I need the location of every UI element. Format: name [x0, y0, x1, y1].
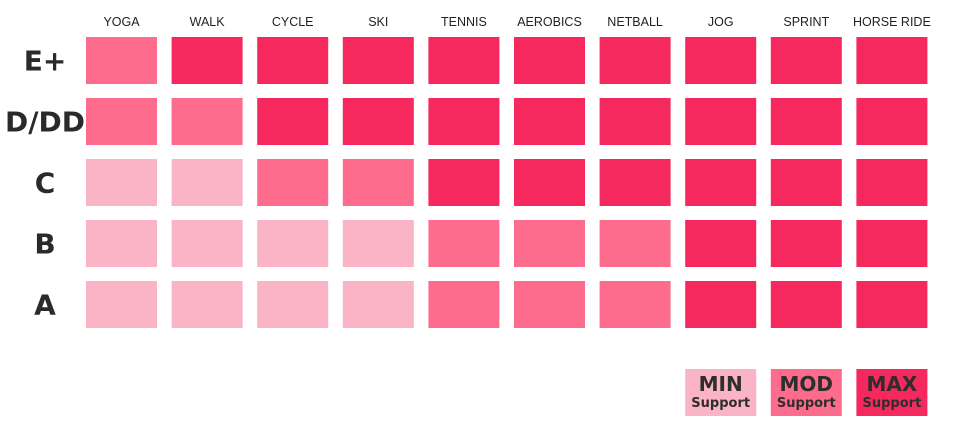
- row-label-e: E+: [24, 45, 67, 78]
- heatmap-cell-e-walk: [171, 37, 243, 84]
- heatmap-cell-a-sprint: [770, 281, 842, 328]
- heatmap-cell-b-netball: [599, 220, 671, 267]
- heatmap-cell-d-dd-ski: [342, 98, 414, 145]
- row-label-b: B: [34, 228, 55, 261]
- legend-swatch-mod: [770, 369, 842, 416]
- heatmap-cell-c-horse-ride: [856, 159, 928, 206]
- legend-sublabel-max: Support: [863, 396, 922, 411]
- heatmap-cell-b-ski: [342, 220, 414, 267]
- column-label-ski: SKI: [368, 15, 388, 29]
- heatmap-cell-b-jog: [685, 220, 757, 267]
- legend-label-min: MIN: [699, 372, 743, 396]
- column-label-horse-ride: HORSE RIDE: [853, 15, 931, 29]
- heatmap-cell-e-jog: [685, 37, 757, 84]
- legend-swatch-max: [856, 369, 928, 416]
- heatmap-cell-a-netball: [599, 281, 671, 328]
- heatmap-cell-a-tennis: [428, 281, 500, 328]
- column-label-cycle: CYCLE: [272, 15, 314, 29]
- heatmap-cell-b-yoga: [86, 220, 157, 267]
- heatmap-cell-a-aerobics: [514, 281, 585, 328]
- heatmap-cell-a-ski: [342, 281, 414, 328]
- heatmap-cell-b-walk: [171, 220, 243, 267]
- heatmap-cell-d-dd-walk: [171, 98, 243, 145]
- heatmap-cell-d-dd-jog: [685, 98, 757, 145]
- heatmap-cell-a-cycle: [257, 281, 329, 328]
- heatmap-cell-e-netball: [599, 37, 671, 84]
- column-label-tennis: TENNIS: [441, 15, 487, 29]
- heatmap-cell-c-netball: [599, 159, 671, 206]
- heatmap-cell-c-cycle: [257, 159, 329, 206]
- heatmap-cell-c-aerobics: [514, 159, 585, 206]
- row-label-a: A: [34, 289, 56, 322]
- heatmap-cell-e-ski: [342, 37, 414, 84]
- heatmap-cell-e-horse-ride: [856, 37, 928, 84]
- heatmap-cell-a-walk: [171, 281, 243, 328]
- row-label-d-dd: D/DD: [5, 106, 85, 139]
- heatmap-cell-e-yoga: [86, 37, 157, 84]
- column-label-walk: WALK: [190, 15, 226, 29]
- row-label-c: C: [35, 167, 56, 200]
- legend-sublabel-mod: Support: [777, 396, 836, 411]
- heatmap-cell-a-yoga: [86, 281, 157, 328]
- heatmap-cell-a-jog: [685, 281, 757, 328]
- heatmap-cell-b-horse-ride: [856, 220, 928, 267]
- heatmap-cell-c-sprint: [770, 159, 842, 206]
- heatmap-cell-e-cycle: [257, 37, 329, 84]
- heatmap-cell-c-ski: [342, 159, 414, 206]
- column-label-netball: NETBALL: [607, 15, 663, 29]
- heatmap-cells: [86, 37, 928, 328]
- heatmap-cell-b-aerobics: [514, 220, 585, 267]
- heatmap-cell-d-dd-aerobics: [514, 98, 585, 145]
- heatmap-cell-c-jog: [685, 159, 757, 206]
- column-label-aerobics: AEROBICS: [517, 15, 582, 29]
- heatmap-cell-b-sprint: [770, 220, 842, 267]
- heatmap-cell-b-tennis: [428, 220, 500, 267]
- heatmap-cell-d-dd-cycle: [257, 98, 329, 145]
- heatmap-cell-e-sprint: [770, 37, 842, 84]
- heatmap-cell-d-dd-yoga: [86, 98, 157, 145]
- column-label-yoga: YOGA: [103, 15, 140, 29]
- row-labels: E+ D/DD CBA: [5, 45, 85, 322]
- legend-label-mod: MOD: [780, 372, 834, 396]
- heatmap-cell-d-dd-sprint: [770, 98, 842, 145]
- heatmap-cell-c-tennis: [428, 159, 500, 206]
- heatmap-cell-e-aerobics: [514, 37, 585, 84]
- heatmap-cell-a-horse-ride: [856, 281, 928, 328]
- heatmap-cell-d-dd-tennis: [428, 98, 500, 145]
- legend-sublabel-min: Support: [691, 396, 750, 411]
- legend-label-max: MAX: [866, 372, 917, 396]
- column-label-jog: JOG: [708, 15, 734, 29]
- heatmap-cell-d-dd-horse-ride: [856, 98, 928, 145]
- heatmap-cell-c-walk: [171, 159, 243, 206]
- column-labels: YOGA WALK CYCLE SKI TENNIS AEROBICS NETBALL JOG…: [103, 15, 930, 29]
- legend-swatch-min: [685, 369, 757, 416]
- heatmap-cell-d-dd-netball: [599, 98, 671, 145]
- column-label-sprint: SPRINT: [783, 15, 829, 29]
- heatmap-cell-c-yoga: [86, 159, 157, 206]
- heatmap-cell-e-tennis: [428, 37, 500, 84]
- heatmap-cell-b-cycle: [257, 220, 329, 267]
